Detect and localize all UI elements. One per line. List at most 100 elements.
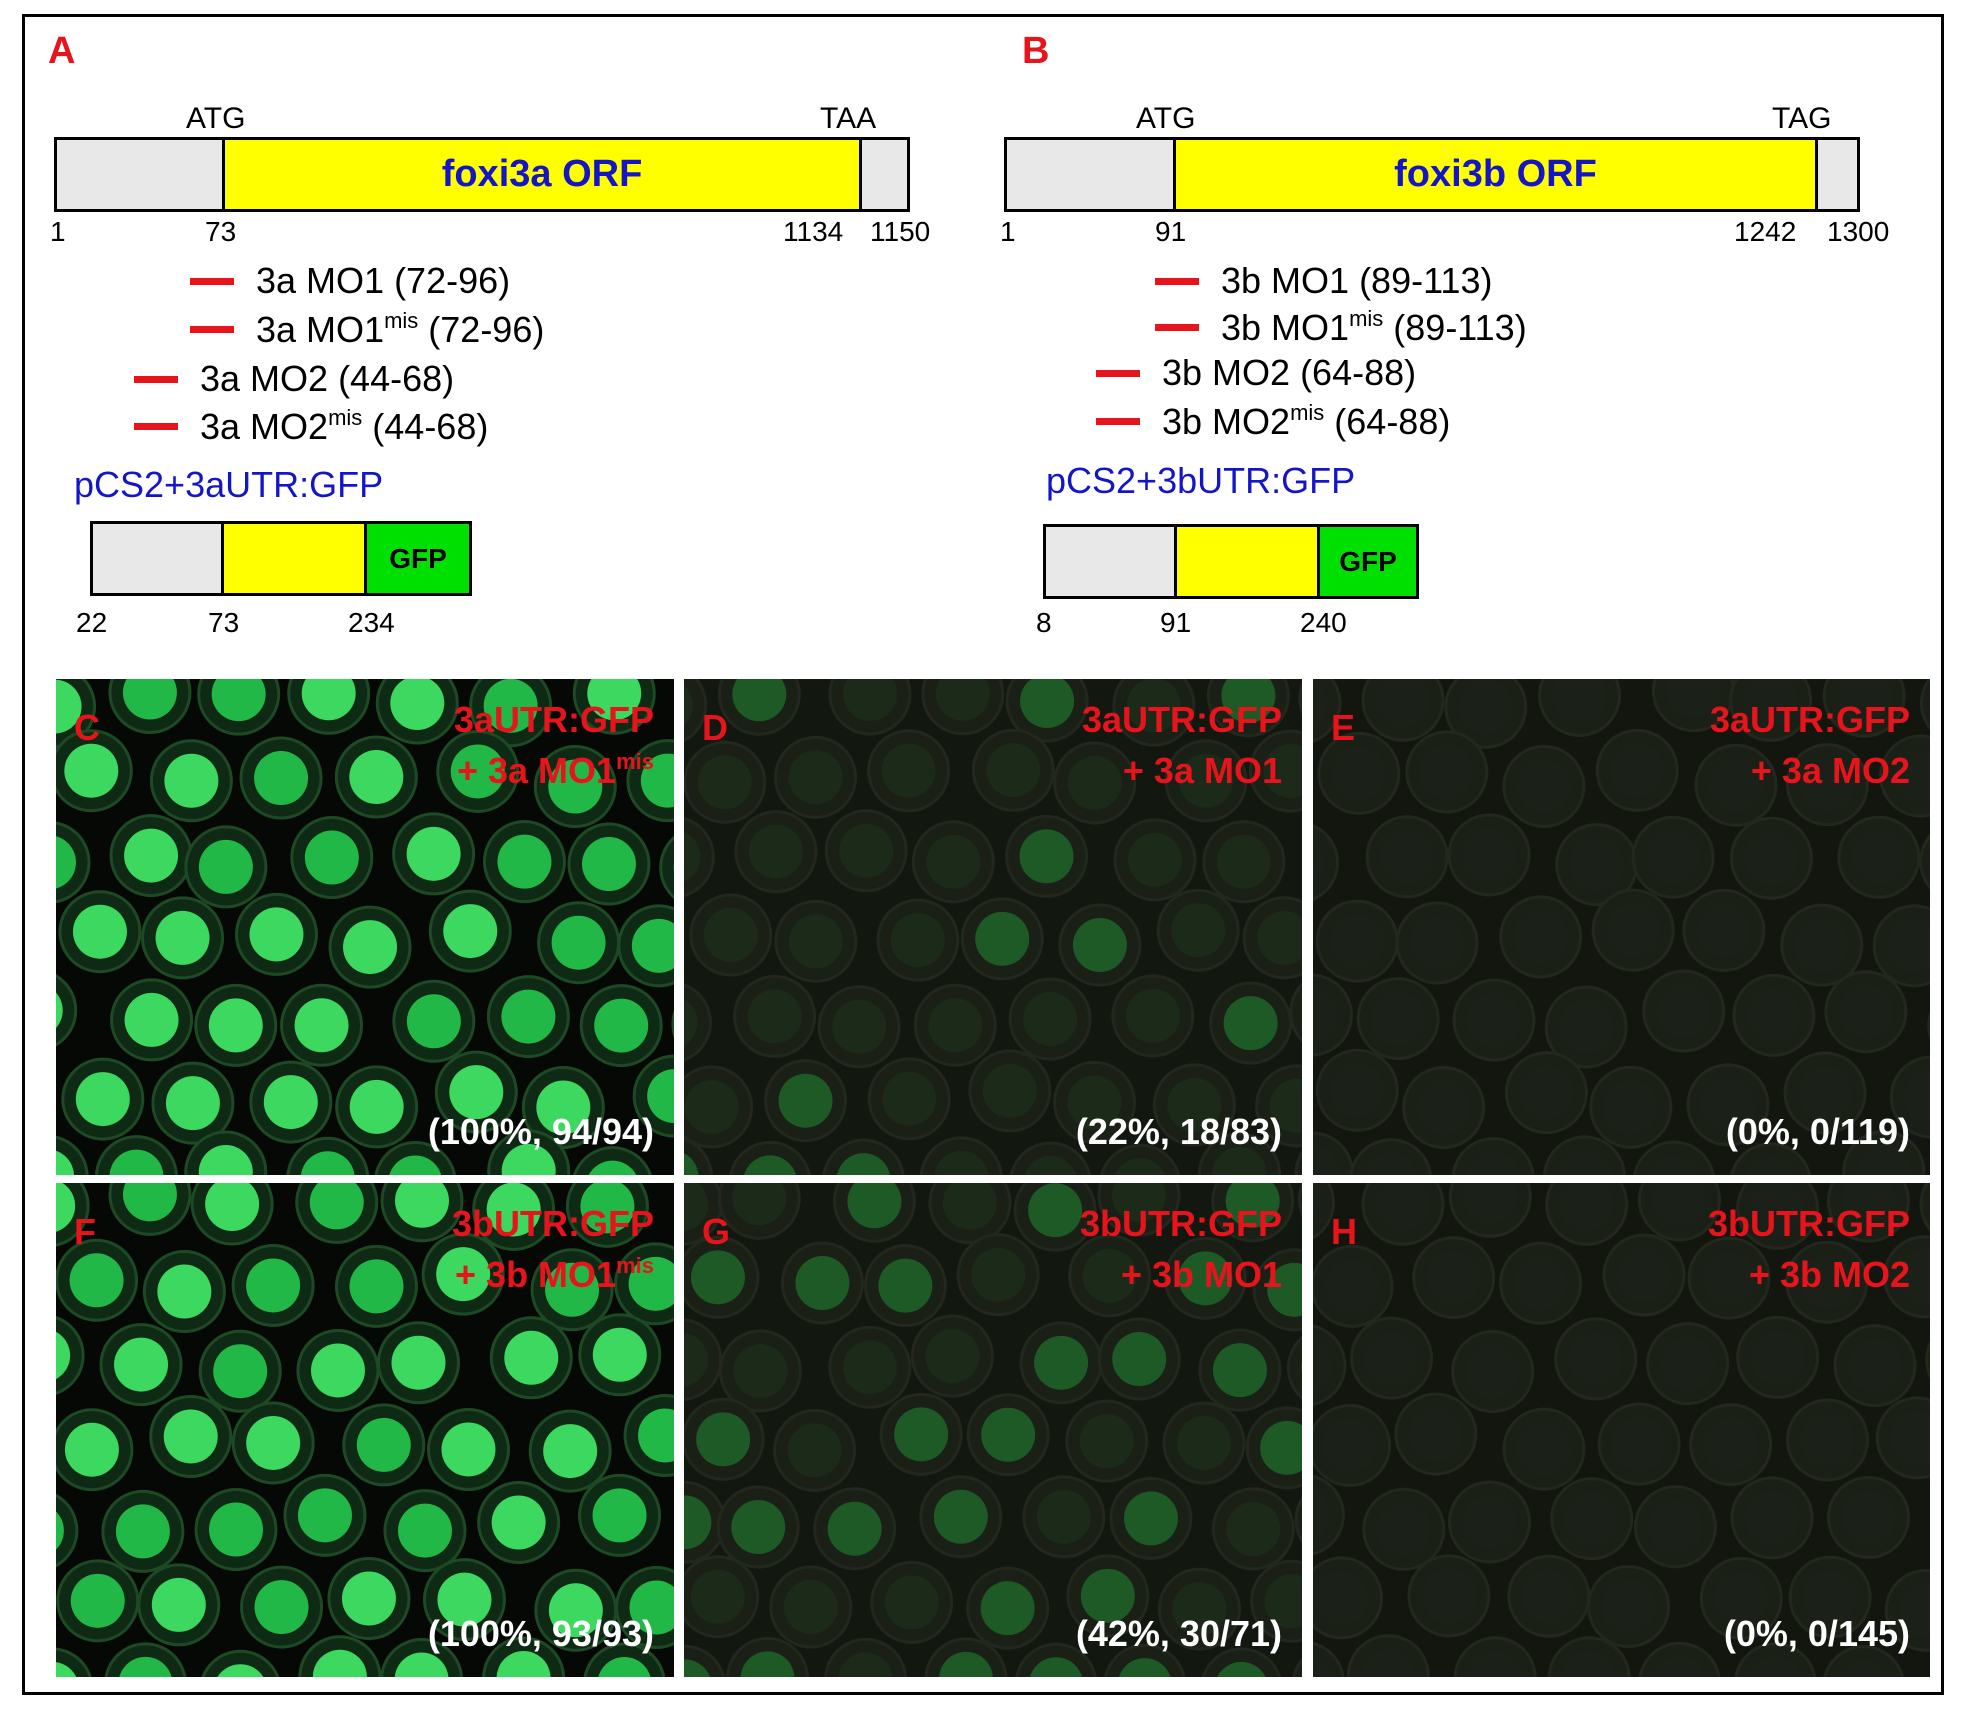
photo-stat: (22%, 18/83) (1075, 1111, 1282, 1152)
embryo-yolk (740, 1651, 795, 1677)
embryo-yolk (1125, 988, 1180, 1043)
embryo-yolk (56, 1511, 64, 1550)
embryo-yolk (647, 1069, 674, 1124)
embryo-yolk (1666, 679, 1721, 718)
condition-line1: 3bUTR:GFP (452, 1203, 654, 1244)
embryo-field (1313, 679, 1930, 1175)
coord-a-1: 73 (205, 216, 237, 247)
embryo-yolk (1799, 1255, 1854, 1310)
photo-panel-h: H 3bUTR:GFP + 3b MO2 (0%, 0/145) (1313, 1183, 1930, 1677)
embryo-yolk (1126, 679, 1181, 733)
embryo-yolk (1322, 1418, 1377, 1473)
photo-condition: 3aUTR:GFP + 3a MO1 (1082, 699, 1282, 792)
embryo-yolk (925, 1329, 980, 1384)
embryo-yolk (246, 1415, 301, 1470)
embryo-yolk (294, 998, 349, 1053)
morpholino-dash (134, 422, 178, 430)
embryo-yolk (980, 1581, 1035, 1636)
morpholino-range: (72-96) (384, 260, 511, 301)
embryo-yolk (788, 750, 843, 805)
embryo-yolk (391, 1335, 446, 1390)
embryo-yolk (211, 679, 266, 722)
embryo-yolk (598, 1656, 651, 1677)
embryo-yolk (1890, 1410, 1930, 1465)
embryo-yolk (1744, 1490, 1799, 1545)
construct-gfp-b (1320, 527, 1416, 596)
embryo-yolk (497, 834, 552, 889)
morpholino-name: 3a MO2 (200, 405, 329, 447)
photo-condition: 3bUTR:GFP + 3b MO1 (1080, 1203, 1282, 1296)
embryo-chorion (1294, 1496, 1302, 1544)
embryo-yolk (1463, 1183, 1518, 1224)
morpholino-name: 3b MO1 (1221, 260, 1350, 301)
embryo-yolk (939, 1651, 993, 1677)
embryo-yolk (114, 1337, 169, 1392)
photo-condition: 3aUTR:GFP + 3a MO1mis (454, 699, 654, 792)
morpholino-dash (190, 277, 234, 285)
construct-coord-b-1: 91 (1160, 607, 1192, 638)
embryo-yolk (64, 743, 119, 798)
embryo-yolk (1696, 903, 1751, 958)
start-codon-label-b: ATG (1136, 102, 1196, 135)
embryo-yolk (935, 679, 990, 721)
embryo-yolk (690, 1569, 745, 1624)
construct-coord-b-2: 240 (1300, 607, 1347, 638)
embryo-yolk (1371, 991, 1426, 1046)
condition-line2: + 3a MO1 (1122, 750, 1282, 791)
embryo-yolk (884, 1575, 939, 1630)
construct-coord-b-0: 8 (1036, 607, 1052, 638)
morpholino-sup: mis (328, 404, 363, 430)
embryo-yolk (1847, 1338, 1902, 1393)
embryo-yolk (1466, 993, 1521, 1048)
embryo-yolk (638, 1408, 674, 1463)
embryo-yolk (1375, 679, 1430, 728)
embryo-yolk (1178, 753, 1233, 808)
photo-stat: (100%, 93/93) (427, 1613, 654, 1654)
morpholino-range: (89-113) (1383, 306, 1527, 348)
embryo-yolk (690, 1250, 745, 1305)
embryo-yolk (1082, 1248, 1137, 1303)
construct-bar-b: GFP (1043, 524, 1419, 599)
gfp-label-b: GFP (1339, 545, 1397, 577)
construct-title-a: pCS2+3aUTR:GFP (74, 464, 384, 505)
morpholino-dash (1155, 323, 1199, 331)
embryo-yolk (1516, 1422, 1571, 1477)
morpholino-b-0: 3b MO1 (89-113) (1155, 259, 1492, 303)
embryo-yolk (1803, 1570, 1858, 1625)
embryo-yolk (349, 1079, 404, 1134)
embryo-chorion (1294, 1150, 1302, 1175)
embryo-yolk (501, 1143, 556, 1175)
embryo-yolk (64, 1422, 119, 1477)
embryo-yolk (696, 1412, 751, 1467)
embryo-yolk (1212, 1343, 1267, 1398)
embryo-yolk (1841, 1490, 1896, 1545)
morpholino-a-2: 3a MO2 (44-68) (134, 357, 454, 401)
embryo-yolk (640, 753, 674, 808)
embryo-yolk (56, 1662, 77, 1677)
condition-line1: 3bUTR:GFP (1080, 1203, 1282, 1244)
embryo-yolk (684, 1332, 708, 1387)
embryo-chorion (1313, 824, 1340, 902)
embryo-yolk (733, 1344, 788, 1399)
embryo-yolk (72, 904, 127, 959)
condition-line1: 3aUTR:GFP (453, 699, 654, 740)
photo-panel-f: F 3bUTR:GFP + 3b MO1mis (100%, 93/93) (56, 1183, 674, 1677)
construct-utr-b (1046, 527, 1174, 596)
condition-line2: + 3b MO2 (1748, 1254, 1910, 1295)
embryo-yolk (56, 1331, 71, 1380)
embryo-yolk (56, 992, 63, 1029)
condition-sup: mis (616, 1253, 654, 1278)
embryo-yolk (124, 992, 179, 1047)
embryo-yolk (304, 830, 359, 885)
embryo-yolk (1217, 1661, 1266, 1677)
embryo-yolk (1568, 1331, 1623, 1386)
morpholino-dash (1155, 277, 1199, 285)
embryo-yolk (839, 823, 894, 878)
embryo-yolk (1904, 1069, 1930, 1124)
embryo-yolk (1647, 1155, 1700, 1175)
embryo-yolk (504, 1330, 559, 1385)
embryo-yolk (1375, 1183, 1430, 1232)
gfp-label-a: GFP (389, 542, 447, 574)
embryo-yolk (217, 1664, 264, 1677)
embryo-yolk (1115, 1158, 1166, 1175)
